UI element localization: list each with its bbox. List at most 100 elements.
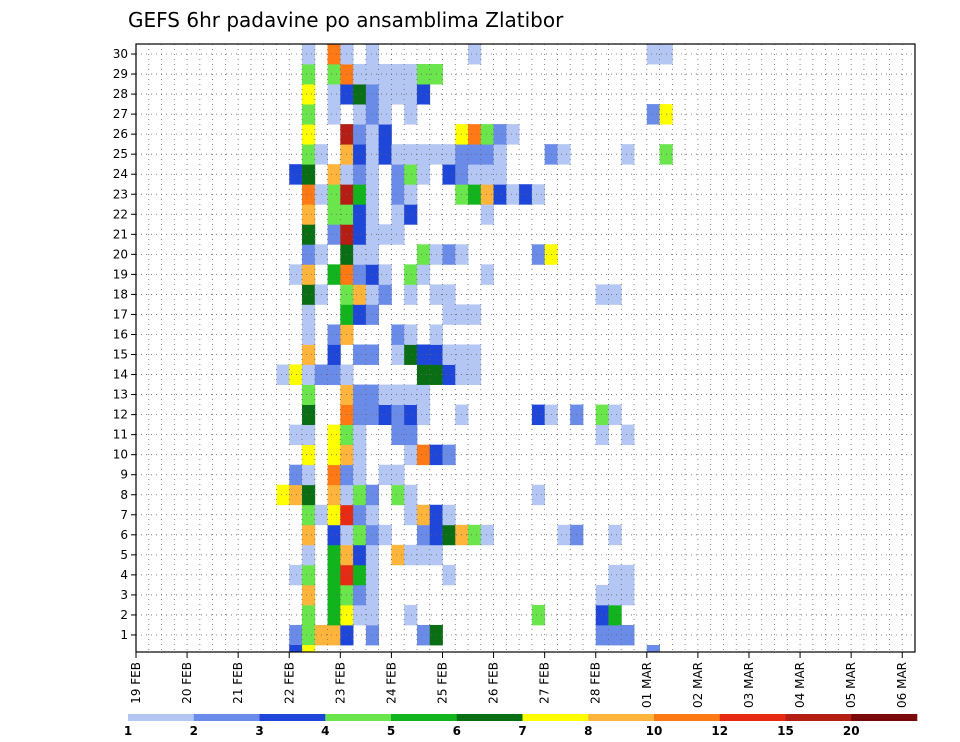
heatmap-cell	[289, 164, 303, 185]
heatmap-cell	[595, 604, 609, 626]
heatmap-cell	[327, 164, 341, 185]
heatmap-cell	[327, 364, 341, 385]
x-tick-label: 06 MAR	[895, 662, 909, 708]
y-axis-ticks: 1234567891011121314151617181920212223242…	[113, 47, 136, 642]
heatmap-cell	[302, 164, 316, 185]
heatmap-cell	[621, 144, 635, 165]
y-tick-label: 18	[113, 287, 128, 301]
legend-label: 15	[777, 724, 794, 738]
heatmap-cell	[289, 364, 303, 385]
heatmap-cell	[608, 624, 622, 646]
heatmap-cell	[531, 404, 546, 426]
heatmap-cell	[327, 424, 341, 446]
heatmap-cell	[302, 324, 316, 345]
heatmap-cell	[302, 645, 316, 652]
heatmap-cell	[302, 84, 316, 105]
heatmap-cell	[404, 284, 418, 305]
y-tick-label: 27	[113, 107, 128, 121]
heatmap-cell	[365, 64, 380, 85]
heatmap-cell	[302, 44, 316, 65]
heatmap-cell	[595, 404, 609, 426]
heatmap-cell	[365, 484, 380, 506]
heatmap-cell	[353, 444, 367, 466]
y-tick-label: 13	[113, 388, 128, 402]
heatmap-cell	[416, 444, 431, 466]
heatmap-cell	[480, 144, 494, 165]
legend-swatch	[522, 714, 589, 721]
heatmap-cell	[378, 404, 392, 426]
heatmap-cell	[365, 384, 380, 405]
heatmap-cell	[468, 184, 482, 205]
heatmap-cell	[353, 224, 367, 245]
heatmap-cell	[302, 444, 316, 466]
heatmap-cell	[327, 504, 341, 526]
heatmap-cell	[327, 604, 341, 626]
heatmap-cell	[302, 544, 316, 566]
heatmap-cell	[327, 64, 341, 85]
legend-swatch	[456, 714, 523, 721]
heatmap-cell	[493, 124, 507, 145]
heatmap-cell	[365, 284, 380, 305]
heatmap-cell	[646, 645, 660, 652]
plot-frame	[135, 43, 916, 653]
heatmap-cell	[468, 164, 482, 185]
heatmap-cell	[353, 344, 367, 365]
y-tick-label: 12	[113, 408, 128, 422]
heatmap-cell	[595, 284, 609, 305]
heatmap-cell	[646, 104, 660, 125]
heatmap-cell	[416, 264, 431, 285]
legend-swatch	[259, 714, 326, 721]
heatmap-cell	[353, 384, 367, 405]
heatmap-cell	[365, 244, 380, 265]
heatmap-cell	[365, 264, 380, 285]
heatmap-cell	[391, 324, 405, 345]
legend-label: 4	[321, 724, 329, 738]
heatmap-cell	[353, 464, 367, 486]
heatmap-cell	[353, 184, 367, 205]
y-tick-label: 20	[113, 247, 128, 261]
heatmap-cell	[531, 184, 546, 205]
heatmap-cell	[365, 144, 380, 165]
heatmap-cell	[404, 344, 418, 365]
heatmap-cell	[353, 164, 367, 185]
heatmap-cell	[302, 504, 316, 526]
heatmap-cell	[327, 344, 341, 365]
heatmap-cell	[493, 144, 507, 165]
heatmap-cell	[289, 564, 303, 586]
legend-label: 2	[190, 724, 198, 738]
heatmap-cell	[404, 384, 418, 405]
heatmap-cell	[302, 404, 316, 426]
heatmap-cell	[493, 164, 507, 185]
heatmap-cell	[353, 64, 367, 85]
heatmap-cell	[404, 544, 418, 566]
x-tick-label: 26 FEB	[487, 662, 501, 704]
heatmap-cell	[404, 64, 418, 85]
heatmap-cell	[378, 284, 392, 305]
heatmap-cell	[302, 304, 316, 325]
x-tick-label: 24 FEB	[384, 662, 398, 704]
heatmap-cell	[557, 144, 571, 165]
y-tick-label: 10	[113, 448, 128, 462]
heatmap-cell	[404, 104, 418, 125]
heatmap-cell	[442, 364, 456, 385]
heatmap-cell	[621, 624, 635, 646]
heatmap-cell	[378, 264, 392, 285]
heatmap-cell	[378, 384, 392, 405]
x-tick-label: 05 MAR	[844, 662, 858, 708]
x-tick-label: 19 FEB	[129, 662, 143, 704]
heatmap-cell	[378, 124, 392, 145]
legend-label: 6	[453, 724, 461, 738]
y-tick-label: 1	[120, 628, 128, 642]
heatmap-cell	[416, 624, 431, 646]
heatmap-cell	[302, 604, 316, 626]
heatmap-cell	[531, 604, 546, 626]
y-tick-label: 2	[120, 608, 128, 622]
y-tick-label: 9	[120, 468, 128, 482]
legend-label: 20	[843, 724, 860, 738]
heatmap-cell	[391, 384, 405, 405]
heatmap-cell	[646, 44, 660, 65]
heatmap-cell	[506, 184, 520, 205]
heatmap-cell	[608, 564, 622, 586]
heatmap-cell	[442, 504, 456, 526]
